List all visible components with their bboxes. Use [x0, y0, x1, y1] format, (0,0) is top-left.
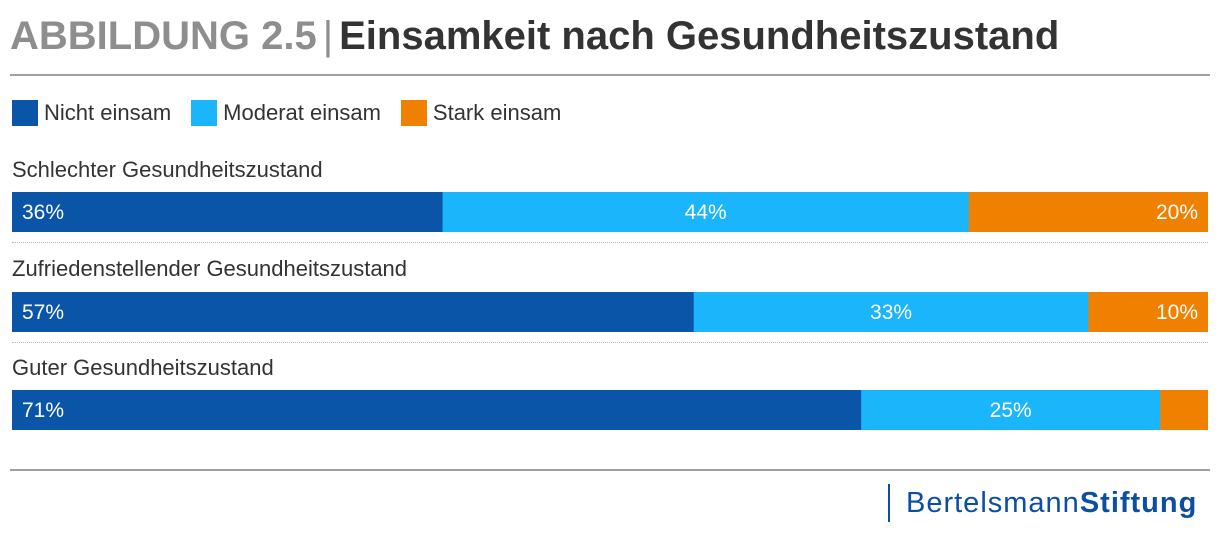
category-label-zufriedenstellend: Zufriedenstellender Gesundheitszustand	[12, 256, 408, 281]
data-label-moderat-einsam: 33%	[870, 301, 912, 324]
data-label-stark-einsam: 10%	[1156, 301, 1198, 324]
category-label-gut: Guter Gesundheitszustand	[12, 355, 274, 380]
row-divider	[12, 342, 1208, 343]
data-label-nicht-einsam: 57%	[22, 301, 64, 324]
bar-segment-stark-einsam	[1088, 292, 1208, 332]
legend-label-nicht-einsam: Nicht einsam	[44, 100, 172, 125]
legend-label-stark-einsam: Stark einsam	[432, 100, 562, 125]
bertelsmann-stiftung-logo: Bertelsmann Stiftung	[888, 484, 1197, 522]
row-divider	[12, 242, 1208, 243]
title-separator: |	[322, 14, 334, 58]
bar-segment-stark-einsam	[1160, 390, 1208, 430]
legend-swatch-nicht-einsam	[12, 100, 38, 126]
data-label-moderat-einsam: 25%	[990, 399, 1032, 422]
title-prefix: ABBILDUNG 2.5	[10, 14, 317, 58]
bar-row-schlecht: 36% 44% 20%	[12, 192, 1208, 232]
data-label-nicht-einsam: 71%	[22, 399, 64, 422]
bar-segment-nicht-einsam	[12, 192, 444, 232]
chart-legend: Nicht einsam Moderat einsam Stark einsam	[12, 100, 581, 126]
bar-row-gut: 71% 25%	[12, 390, 1208, 430]
bar-segment-moderat-einsam	[693, 292, 1089, 332]
bar-segment-moderat-einsam	[442, 192, 970, 232]
logo-text-stiftung: Stiftung	[1079, 486, 1198, 519]
legend-swatch-moderat-einsam	[191, 100, 218, 126]
legend-item-stark-einsam: Stark einsam	[400, 100, 562, 126]
bar-row-zufriedenstellend: 57% 33% 10%	[12, 292, 1208, 332]
logo-text-bertelsmann: Bertelsmann	[906, 486, 1080, 519]
category-label-schlecht: Schlechter Gesundheitszustand	[12, 157, 323, 182]
legend-item-moderat-einsam: Moderat einsam	[191, 100, 381, 126]
title-text: Einsamkeit nach Gesundheitszustand	[339, 14, 1060, 58]
page-title: ABBILDUNG 2.5 | Einsamkeit nach Gesundheit…	[10, 14, 1059, 59]
data-label-nicht-einsam: 36%	[22, 201, 64, 224]
bar-segment-moderat-einsam	[861, 390, 1161, 430]
footer-divider	[10, 469, 1210, 471]
legend-swatch-stark-einsam	[400, 100, 427, 126]
bar-segment-stark-einsam	[968, 192, 1208, 232]
legend-item-nicht-einsam: Nicht einsam	[12, 100, 171, 126]
data-label-stark-einsam: 20%	[1156, 201, 1198, 224]
data-label-moderat-einsam: 44%	[685, 201, 727, 224]
title-divider	[10, 74, 1210, 76]
bar-segment-nicht-einsam	[12, 292, 695, 332]
bar-segment-nicht-einsam	[12, 390, 862, 430]
legend-label-moderat-einsam: Moderat einsam	[223, 100, 381, 125]
